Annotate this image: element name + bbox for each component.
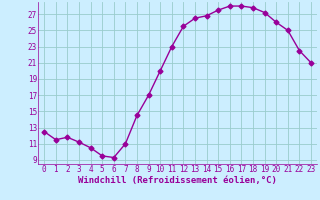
X-axis label: Windchill (Refroidissement éolien,°C): Windchill (Refroidissement éolien,°C) (78, 176, 277, 185)
